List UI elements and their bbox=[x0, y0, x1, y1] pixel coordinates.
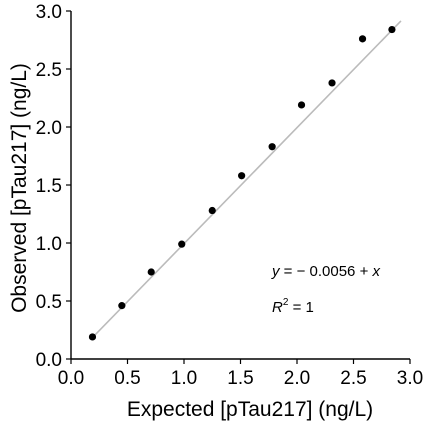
x-tick-label: 0.5 bbox=[114, 368, 140, 389]
r-squared-exponent: 2 bbox=[283, 297, 289, 308]
x-tick-label: 1.0 bbox=[171, 368, 197, 389]
fit-line-layer bbox=[91, 20, 402, 339]
y-axis-title: Observed [pTau217] (ng/L) bbox=[8, 63, 31, 313]
data-points bbox=[88, 25, 396, 341]
y-tick-label: 0.5 bbox=[36, 292, 62, 313]
equation-lhs: y bbox=[271, 263, 281, 280]
x-tick-label: 2.0 bbox=[284, 368, 310, 389]
data-point bbox=[297, 101, 306, 109]
x-tick-label: 2.5 bbox=[340, 368, 366, 389]
data-point bbox=[208, 206, 216, 215]
y-tick-label: 1.5 bbox=[36, 176, 62, 197]
y-tick-label: 2.5 bbox=[36, 60, 62, 81]
regression-equation: y = − 0.0056 + x bbox=[271, 263, 381, 280]
data-point bbox=[328, 79, 336, 87]
regression-line bbox=[91, 20, 402, 339]
data-point bbox=[178, 240, 186, 248]
equation-var: x bbox=[372, 263, 381, 280]
data-point bbox=[388, 25, 396, 34]
x-tick-label: 1.5 bbox=[227, 368, 253, 389]
data-point bbox=[147, 268, 155, 276]
x-axis-title: Expected [pTau217] (ng/L) bbox=[127, 398, 373, 421]
r-squared-value: = 1 bbox=[288, 299, 313, 316]
y-tick-label: 2.0 bbox=[36, 118, 62, 139]
y-tick-label: 0.0 bbox=[36, 350, 62, 371]
r-squared-base: R bbox=[272, 299, 283, 316]
x-tick-label: 3.0 bbox=[397, 368, 423, 389]
data-point bbox=[118, 302, 126, 310]
data-point bbox=[268, 143, 276, 151]
data-point bbox=[88, 333, 97, 341]
y-tick-label: 1.0 bbox=[36, 234, 62, 255]
axes: 0.0 0.5 1.0 1.5 2.0 2.5 3.0 0.0 0.5 1.0 1.5 2.0 2.5 3… bbox=[36, 2, 424, 389]
x-tick-label: 0.0 bbox=[58, 368, 84, 389]
r-squared-annotation: R2 = 1 bbox=[272, 297, 314, 316]
y-tick-label: 3.0 bbox=[36, 2, 62, 23]
equation-rhs: = − 0.0056 + bbox=[280, 263, 373, 280]
data-point bbox=[358, 35, 367, 43]
data-point bbox=[238, 172, 246, 180]
